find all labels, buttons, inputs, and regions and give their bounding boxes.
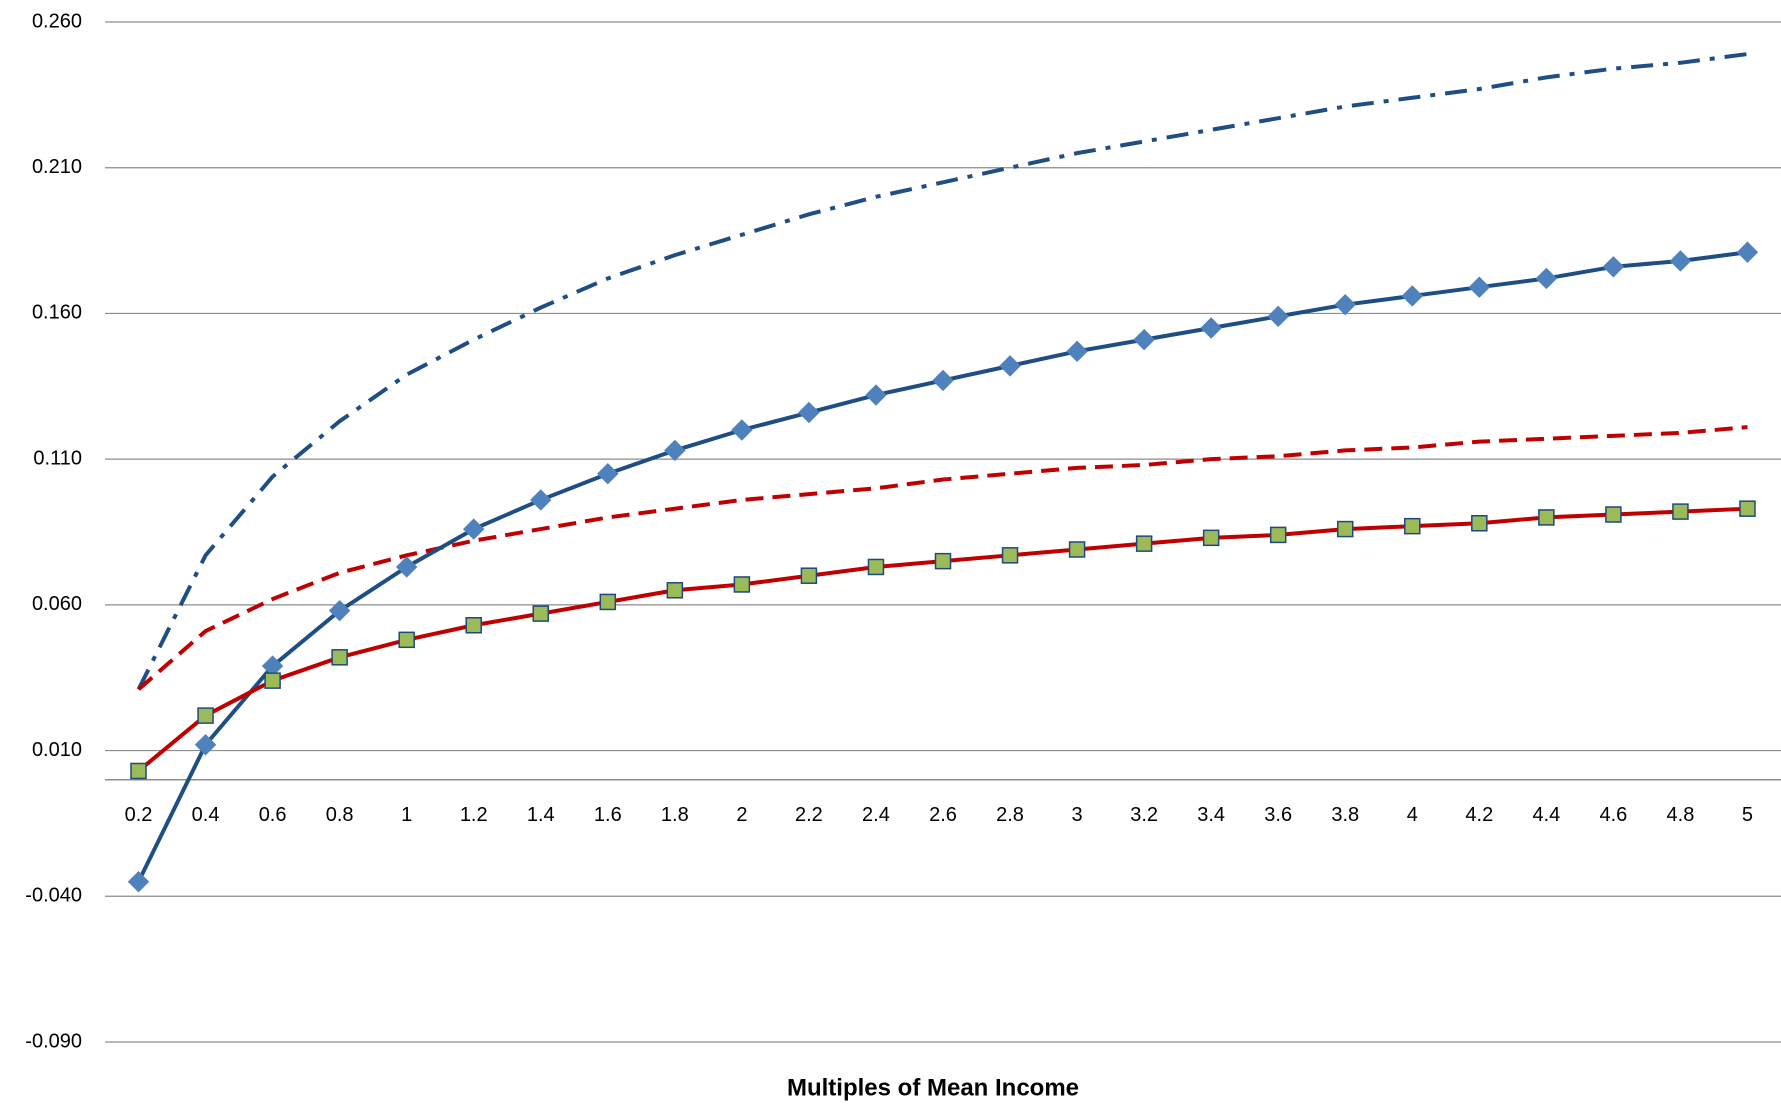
square-marker [867, 558, 885, 576]
diamond-marker [932, 369, 954, 392]
square-marker [1001, 547, 1019, 564]
diamond-marker [798, 401, 820, 424]
square-marker [800, 567, 818, 584]
diamond-marker [1267, 305, 1289, 328]
diamond-marker [395, 556, 418, 578]
square-marker [1739, 500, 1756, 517]
x-tick-label: 2.8 [996, 804, 1024, 826]
x-tick-label: 3.4 [1197, 804, 1225, 826]
diamond-marker [865, 384, 887, 406]
square-marker [1404, 517, 1421, 535]
diamond-marker [1066, 340, 1088, 363]
x-tick-label: 1.2 [460, 804, 488, 826]
diamond-marker [999, 355, 1021, 377]
square-marker [1605, 506, 1622, 523]
diamond-marker [1200, 317, 1222, 339]
diamond-marker [731, 419, 753, 441]
diamond-marker [1133, 328, 1155, 351]
square-marker [1269, 526, 1287, 544]
square-marker [1672, 503, 1689, 520]
x-tick-label: 0.8 [326, 804, 354, 826]
square-marker [666, 582, 684, 599]
square-marker [1336, 520, 1354, 538]
square-marker [1538, 509, 1555, 526]
x-tick-label: 0.6 [259, 804, 287, 826]
diamond-marker [463, 518, 485, 540]
diamond-marker [1736, 241, 1759, 263]
diamond-marker [1401, 285, 1423, 307]
x-tick-label: 1 [401, 804, 412, 826]
square-marker [130, 762, 147, 780]
square-marker [1471, 515, 1488, 532]
x-tick-label: 3.8 [1331, 804, 1359, 826]
x-tick-label: 5 [1742, 804, 1753, 826]
series-line [136, 52, 1748, 691]
diamond-marker [1669, 250, 1692, 272]
x-tick-label: 4.8 [1667, 804, 1695, 826]
y-tick-label: 0.160 [32, 302, 82, 324]
square-marker [733, 576, 751, 593]
series-line [137, 506, 1748, 773]
x-tick-label: 0.2 [125, 804, 153, 826]
square-marker [599, 593, 617, 611]
square-marker [197, 707, 214, 724]
square-marker [465, 617, 482, 634]
y-tick-label: 0.210 [32, 156, 82, 178]
diamond-marker [1334, 293, 1356, 316]
x-axis-title: Multiples of Mean Income [787, 1074, 1079, 1101]
x-tick-label: 1.6 [594, 804, 622, 826]
x-tick-label: 4 [1407, 804, 1418, 826]
diamond-marker [1535, 267, 1558, 290]
x-tick-label: 1.4 [527, 804, 555, 826]
y-tick-label: 0.010 [32, 739, 82, 761]
diamond-marker [127, 871, 150, 893]
x-tick-label: 4.6 [1599, 804, 1627, 826]
x-tick-label: 4.4 [1532, 804, 1560, 826]
y-tick-label: -0.090 [25, 1030, 82, 1052]
x-tick-label: 2 [736, 804, 747, 826]
x-tick-label: 3.2 [1130, 804, 1158, 826]
x-tick-label: 2.6 [929, 804, 957, 826]
diamond-marker [597, 463, 619, 485]
diamond-marker [328, 599, 351, 622]
x-tick-label: 2.2 [795, 804, 823, 826]
square-marker [264, 672, 281, 689]
square-marker [398, 631, 415, 649]
y-tick-label: 0.060 [32, 593, 82, 615]
x-tick-label: 3.6 [1264, 804, 1292, 826]
x-tick-label: 3 [1072, 804, 1083, 826]
y-tick-label: 0.110 [33, 447, 82, 469]
square-marker [331, 649, 348, 666]
diamond-marker [530, 489, 552, 511]
x-tick-label: 1.8 [661, 804, 689, 826]
square-marker [1068, 541, 1086, 558]
diamond-marker [664, 439, 686, 462]
x-tick-label: 0.4 [192, 804, 220, 826]
diamond-marker [194, 734, 217, 756]
x-tick-label: 2.4 [862, 804, 890, 826]
square-marker [1135, 535, 1153, 552]
square-marker [1202, 529, 1220, 547]
series-line [137, 425, 1748, 691]
diamond-marker [1468, 276, 1491, 298]
square-marker [532, 605, 550, 622]
square-marker [934, 552, 952, 570]
x-tick-label: 4.2 [1465, 804, 1493, 826]
y-tick-label: 0.260 [32, 10, 82, 32]
diamond-marker [1602, 256, 1625, 278]
y-tick-label: -0.040 [25, 885, 82, 907]
